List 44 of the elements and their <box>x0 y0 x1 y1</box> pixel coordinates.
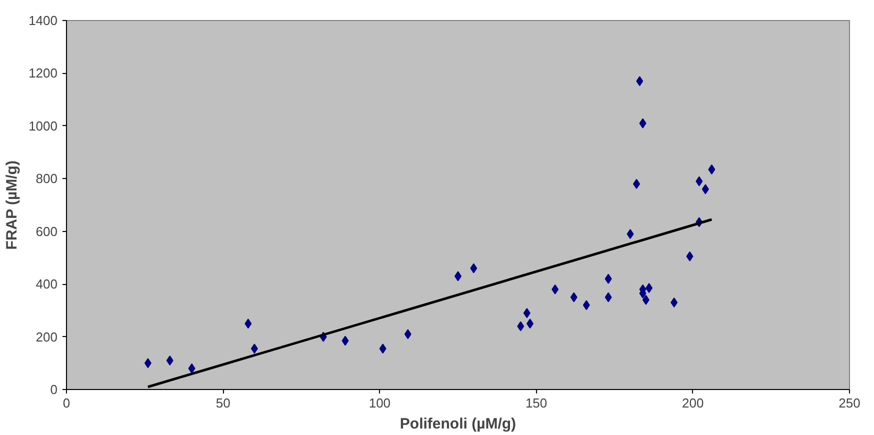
point <box>250 344 258 354</box>
point <box>642 294 650 305</box>
y-tick-label: 800 <box>36 171 58 186</box>
point <box>188 363 196 374</box>
point <box>342 336 349 346</box>
point <box>646 283 653 294</box>
point <box>633 178 640 189</box>
point <box>379 344 386 354</box>
y-tick-label: 400 <box>36 276 58 292</box>
point <box>144 358 152 368</box>
point <box>626 228 634 239</box>
y-axis-title: FRAP (µM/g) <box>4 160 21 250</box>
point <box>702 184 709 194</box>
x-axis-title: Polifenoli (µM/g) <box>400 416 516 432</box>
point <box>552 284 559 294</box>
x-tick-label: 200 <box>682 396 704 410</box>
point <box>708 164 716 174</box>
point <box>517 321 524 332</box>
x-tick-label: 100 <box>368 396 391 410</box>
point <box>604 274 612 284</box>
x-tick-label: 0 <box>62 396 70 410</box>
y-tick-label: 600 <box>36 224 58 239</box>
x-tick-label: 250 <box>838 396 860 410</box>
point <box>470 263 478 274</box>
y-tick-label: 200 <box>36 329 58 344</box>
y-tick-label: 1000 <box>28 118 58 134</box>
point <box>404 329 412 340</box>
point <box>604 292 612 302</box>
point <box>670 298 678 308</box>
point <box>523 308 530 318</box>
point <box>570 292 578 302</box>
x-tick-label: 50 <box>216 396 230 410</box>
point <box>639 118 646 128</box>
point <box>582 300 590 310</box>
y-tick-label: 1200 <box>28 66 58 81</box>
point <box>526 318 534 329</box>
x-tick-label: 150 <box>525 396 548 410</box>
y-tick-label: 1400 <box>28 13 58 28</box>
y-tick-label: 0 <box>50 382 58 397</box>
point <box>686 251 694 262</box>
point <box>244 318 252 329</box>
point <box>166 356 174 366</box>
point <box>696 176 703 186</box>
point <box>636 76 644 86</box>
